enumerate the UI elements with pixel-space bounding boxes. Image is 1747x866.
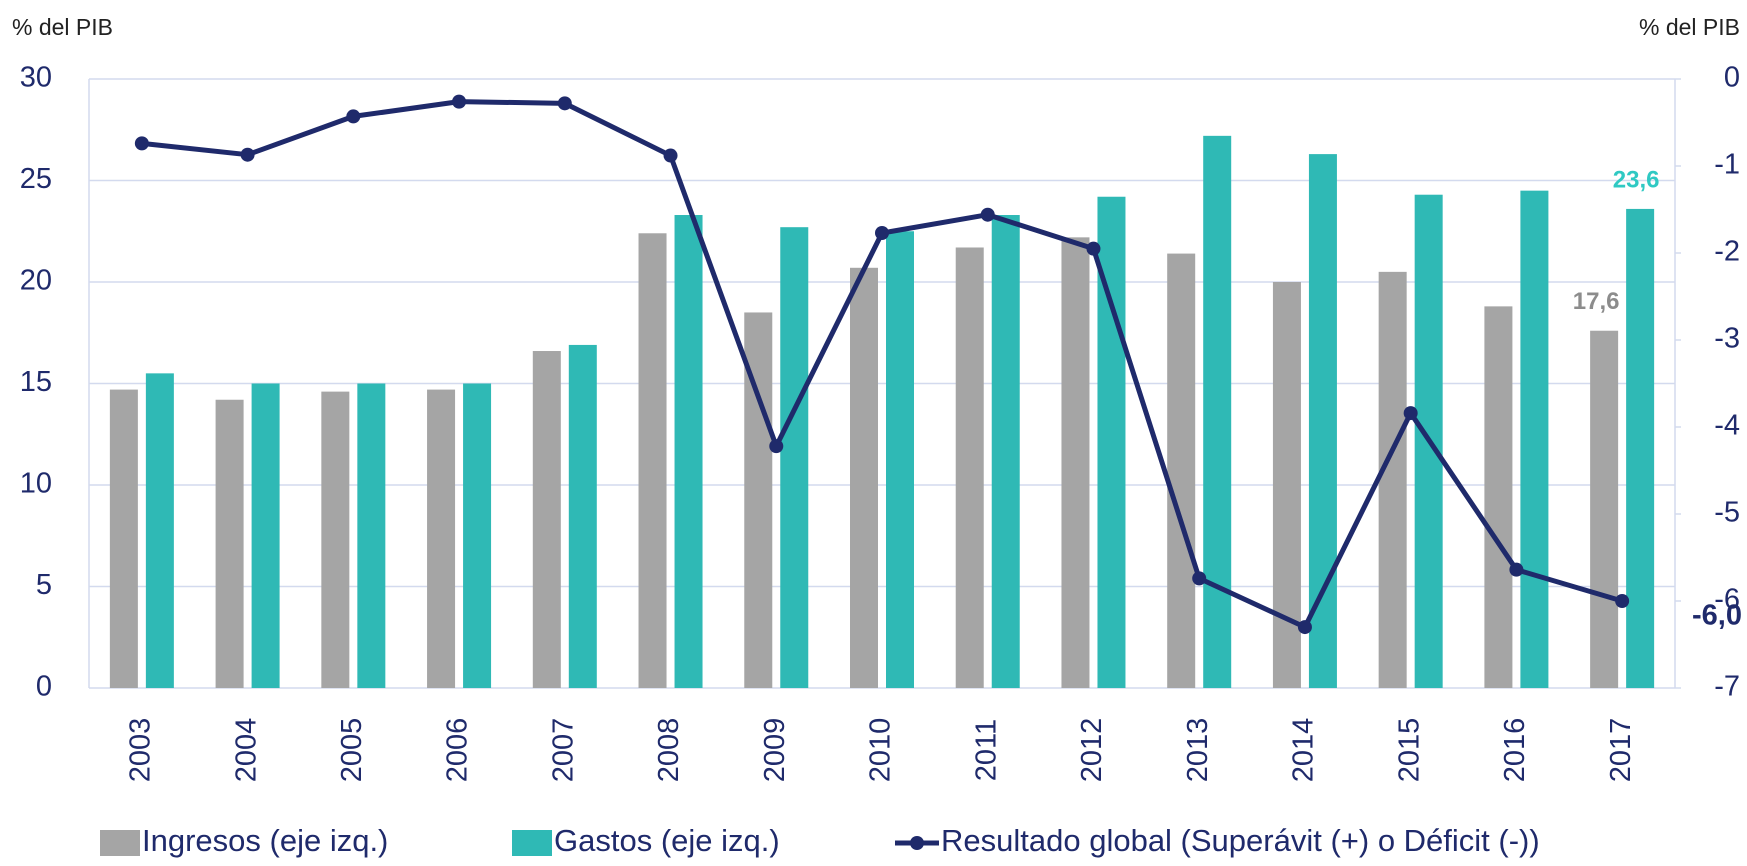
legend-label: Ingresos (eje izq.) — [142, 823, 388, 858]
bar — [145, 373, 174, 688]
x-tick-label: 2013 — [1182, 718, 1214, 783]
y-tick-label: 0 — [36, 671, 52, 703]
line-marker — [452, 94, 467, 109]
x-tick-label: 2015 — [1393, 718, 1425, 783]
bar — [532, 351, 561, 688]
bar — [638, 233, 667, 688]
y-tick-label: 30 — [20, 62, 52, 94]
legend-swatch — [512, 830, 552, 856]
x-tick-label: 2009 — [759, 718, 791, 783]
line-marker — [346, 109, 361, 124]
line-marker — [1297, 620, 1312, 635]
data-label: 17,6 — [1573, 288, 1620, 315]
y-tick-label: 20 — [20, 265, 52, 297]
bar — [321, 391, 350, 688]
y2-tick-label: 0 — [1724, 62, 1740, 94]
bar — [215, 399, 244, 688]
x-tick-label: 2010 — [865, 718, 897, 783]
line-marker — [663, 148, 678, 163]
line-marker — [1403, 406, 1418, 421]
bar — [674, 215, 703, 688]
bar — [850, 267, 878, 688]
line-marker — [134, 136, 149, 151]
bar — [886, 231, 914, 688]
x-tick-label: 2007 — [547, 718, 579, 783]
y-tick-label: 25 — [20, 163, 52, 195]
y-axis-label: % del PIB — [12, 14, 113, 40]
legend-label: Gastos (eje izq.) — [554, 823, 780, 858]
legend-marker — [910, 836, 924, 850]
line-marker — [769, 439, 784, 454]
y-tick-label: 15 — [20, 366, 52, 398]
bar — [955, 247, 984, 689]
y2-tick-label: -7 — [1714, 671, 1740, 703]
legend-swatch — [100, 830, 140, 856]
bar — [1272, 282, 1301, 688]
bar — [1061, 237, 1090, 688]
x-tick-label: 2017 — [1605, 718, 1637, 783]
y-tick-label: 5 — [36, 569, 52, 601]
data-label: -6,0 — [1692, 600, 1742, 632]
y2-tick-label: -3 — [1714, 323, 1740, 355]
bar — [1308, 154, 1337, 689]
line-marker — [240, 147, 255, 162]
bar — [1203, 135, 1232, 689]
line-marker — [1509, 562, 1524, 577]
x-tick-label: 2014 — [1288, 718, 1320, 783]
bar — [109, 389, 138, 688]
bar — [1626, 208, 1655, 689]
x-tick-label: 2008 — [653, 718, 685, 783]
bar — [1484, 306, 1513, 688]
x-tick-label: 2003 — [125, 718, 157, 783]
y2-axis-label: % del PIB — [1639, 14, 1740, 40]
bar — [427, 389, 456, 688]
legend-label: Resultado global (Superávit (+) o Défici… — [941, 823, 1540, 858]
bar — [780, 227, 809, 688]
bar — [357, 383, 386, 688]
line-marker — [557, 96, 572, 111]
bar — [1520, 190, 1549, 688]
bar — [463, 383, 492, 688]
bar — [1167, 253, 1196, 688]
x-tick-label: 2005 — [336, 718, 368, 783]
line-marker — [1615, 594, 1630, 608]
y2-tick-label: -4 — [1714, 410, 1740, 442]
line-marker — [875, 225, 889, 240]
y2-tick-label: -5 — [1714, 497, 1740, 529]
bar — [568, 344, 597, 688]
line-marker — [980, 207, 995, 222]
x-tick-label: 2011 — [970, 719, 1002, 781]
y2-tick-label: -2 — [1714, 236, 1740, 268]
y2-tick-label: -1 — [1714, 149, 1740, 181]
x-tick-label: 2016 — [1499, 718, 1531, 783]
bar — [991, 215, 1020, 688]
line-marker — [1192, 571, 1207, 586]
y-tick-label: 10 — [20, 468, 52, 500]
bar — [1378, 271, 1407, 688]
x-tick-label: 2006 — [442, 718, 474, 783]
data-label: 23,6 — [1613, 166, 1660, 193]
bar — [251, 383, 280, 688]
line-marker — [1086, 241, 1101, 256]
x-tick-label: 2012 — [1076, 718, 1108, 783]
y2-tick-label: -6 — [1714, 584, 1740, 616]
x-tick-label: 2004 — [230, 718, 262, 783]
bar — [1590, 330, 1619, 688]
